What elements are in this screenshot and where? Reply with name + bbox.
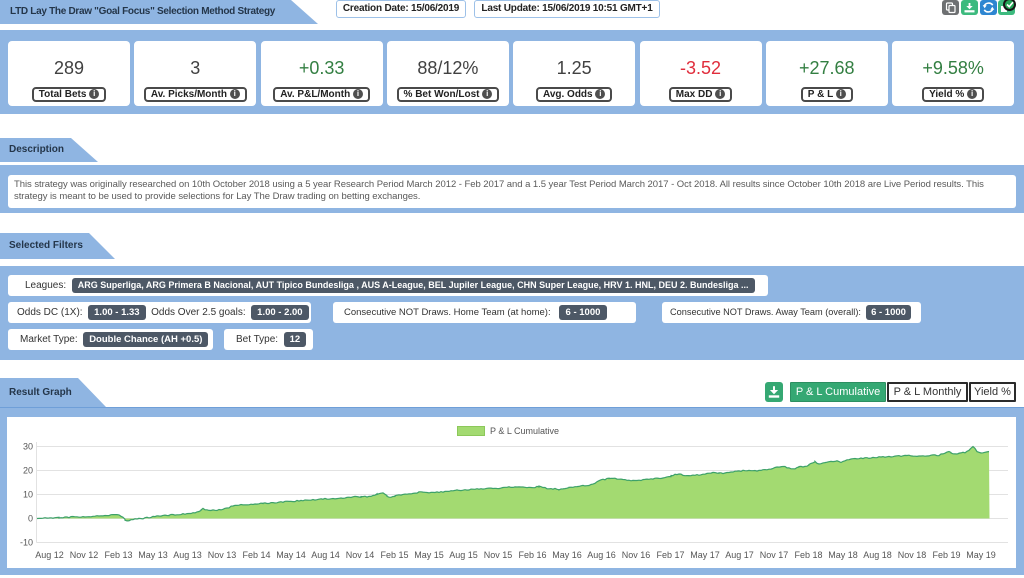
- svg-text:Feb 18: Feb 18: [794, 550, 822, 560]
- svg-text:May 19: May 19: [966, 550, 996, 560]
- svg-text:Feb 13: Feb 13: [104, 550, 132, 560]
- svg-text:Aug 17: Aug 17: [725, 550, 754, 560]
- svg-text:Feb 14: Feb 14: [242, 550, 270, 560]
- svg-text:0: 0: [28, 514, 33, 524]
- svg-text:Feb 15: Feb 15: [380, 550, 408, 560]
- svg-text:Aug 15: Aug 15: [449, 550, 478, 560]
- svg-text:-10: -10: [20, 538, 33, 548]
- svg-text:May 14: May 14: [276, 550, 306, 560]
- svg-text:Aug 16: Aug 16: [587, 550, 616, 560]
- svg-text:May 17: May 17: [690, 550, 720, 560]
- svg-text:Nov 15: Nov 15: [484, 550, 513, 560]
- svg-text:Nov 13: Nov 13: [208, 550, 237, 560]
- svg-text:30: 30: [23, 442, 33, 452]
- svg-text:Nov 17: Nov 17: [760, 550, 789, 560]
- svg-text:Nov 14: Nov 14: [346, 550, 375, 560]
- svg-text:May 15: May 15: [414, 550, 444, 560]
- svg-text:Aug 13: Aug 13: [173, 550, 202, 560]
- svg-text:Feb 16: Feb 16: [518, 550, 546, 560]
- svg-text:Nov 18: Nov 18: [898, 550, 927, 560]
- svg-text:Feb 19: Feb 19: [932, 550, 960, 560]
- svg-text:20: 20: [23, 466, 33, 476]
- svg-text:Aug 14: Aug 14: [311, 550, 340, 560]
- svg-text:May 16: May 16: [552, 550, 582, 560]
- svg-text:10: 10: [23, 490, 33, 500]
- svg-text:Nov 12: Nov 12: [70, 550, 99, 560]
- svg-text:Aug 18: Aug 18: [863, 550, 892, 560]
- svg-text:May 18: May 18: [828, 550, 858, 560]
- svg-text:May 13: May 13: [138, 550, 168, 560]
- svg-text:Aug 12: Aug 12: [35, 550, 64, 560]
- svg-text:Nov 16: Nov 16: [622, 550, 651, 560]
- svg-text:Feb 17: Feb 17: [656, 550, 684, 560]
